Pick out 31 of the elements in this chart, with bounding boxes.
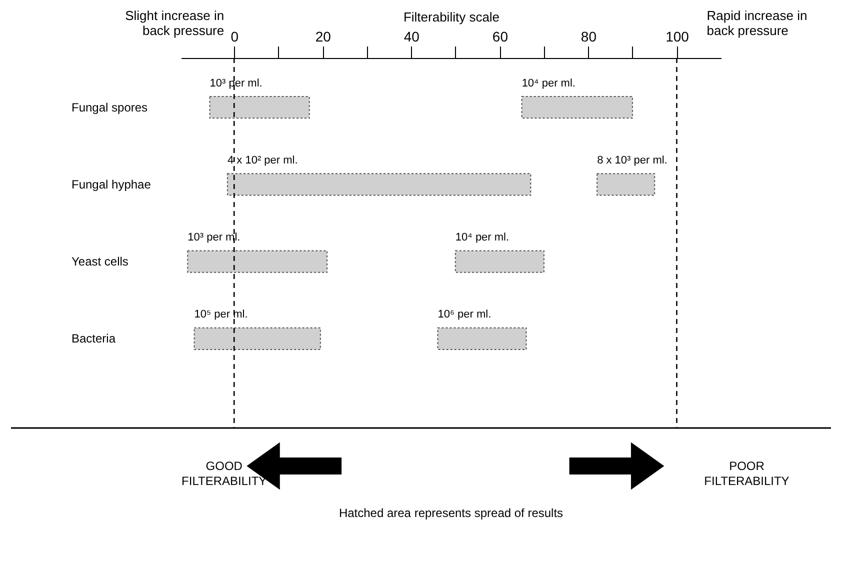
- bar: [209, 96, 310, 119]
- text: GOOD FILTERABILITY: [182, 459, 267, 488]
- x-tick-label: 0: [230, 28, 239, 44]
- text: POOR FILTERABILITY: [704, 459, 790, 488]
- y-tick-label: Yeast cells: [72, 254, 128, 269]
- annotation: 4 x 10² per ml.: [227, 154, 298, 166]
- y-tick-label: Fungal spores: [72, 100, 148, 114]
- text: Hatched area represents spread of results: [338, 506, 564, 520]
- bar: [187, 250, 328, 273]
- annotation: 10⁴ per ml.: [522, 77, 576, 90]
- text: Rapid increase in back pressure: [706, 8, 808, 38]
- annotation: 10³ per ml.: [210, 77, 262, 90]
- x-tick-label: 80: [580, 28, 597, 44]
- x-tick-label: 100: [666, 28, 690, 44]
- annotation: 10³ per ml.: [188, 232, 240, 244]
- x-tick-label: 20: [315, 28, 332, 44]
- bar: [437, 327, 527, 350]
- bar: [454, 250, 544, 273]
- bar: [596, 173, 656, 196]
- bar: [226, 173, 532, 196]
- bar: [521, 96, 633, 119]
- y-tick-label: Fungal hyphae: [72, 177, 152, 192]
- x-tick-label: 60: [492, 28, 508, 44]
- x-axis-title: Filterability scale: [403, 10, 500, 24]
- annotation: 10⁴ per ml.: [455, 232, 510, 244]
- bar: [194, 327, 321, 350]
- text: Slight increase in back pressure: [125, 8, 224, 38]
- annotation: 8 x 10³ per ml.: [597, 154, 668, 166]
- y-tick-label: Bacteria: [72, 332, 116, 346]
- x-tick-label: 40: [404, 28, 420, 44]
- annotation: 10⁶ per ml.: [438, 308, 492, 321]
